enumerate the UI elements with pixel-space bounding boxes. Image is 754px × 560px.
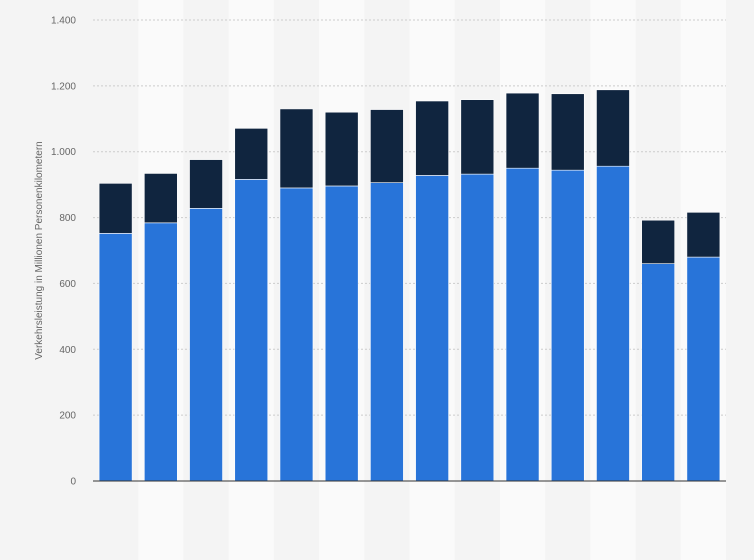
bar-segment-lower[interactable] [415, 175, 449, 482]
y-tick-label: 1.400 [51, 16, 76, 27]
bar-segment-upper[interactable] [641, 219, 675, 264]
bar-segment-lower[interactable] [460, 173, 495, 482]
bar-segment-upper[interactable] [415, 100, 449, 176]
bar-segment-lower[interactable] [641, 263, 675, 482]
y-tick-label: 600 [59, 279, 76, 290]
bar-segment-lower[interactable] [324, 185, 359, 482]
bar-segment-upper[interactable] [279, 108, 314, 189]
bar-segment-lower[interactable] [505, 167, 540, 482]
bar-segment-lower[interactable] [234, 179, 269, 482]
bar-segment-lower[interactable] [98, 233, 133, 482]
bar-segment-lower[interactable] [550, 169, 585, 482]
bar-segment-upper[interactable] [550, 93, 585, 171]
bar-segment-lower[interactable] [189, 208, 223, 482]
y-tick-label: 1.200 [51, 81, 76, 92]
y-axis-title: Verkehrsleistung in Millionen Personenki… [34, 141, 45, 359]
bar-segment-upper[interactable] [686, 212, 721, 258]
y-tick-label: 800 [59, 213, 76, 224]
y-axis-ticks: 0 200 400 600 800 1.000 1.200 1.400 [51, 16, 76, 488]
y-tick-label: 200 [59, 411, 76, 422]
y-tick-label: 0 [70, 477, 76, 488]
bar-segment-upper[interactable] [460, 99, 495, 175]
bar-segment-lower[interactable] [144, 222, 178, 482]
bar-segment-upper[interactable] [324, 111, 359, 187]
bar-segment-upper[interactable] [144, 173, 178, 224]
bar-segment-lower[interactable] [279, 187, 314, 482]
bar-segment-upper[interactable] [370, 109, 404, 183]
bar-segment-upper[interactable] [189, 159, 223, 209]
bar-segment-upper[interactable] [98, 183, 133, 234]
bar-segment-upper[interactable] [234, 128, 269, 180]
bar-segment-lower[interactable] [596, 165, 630, 482]
bar-segment-upper[interactable] [596, 89, 630, 167]
y-tick-label: 1.000 [51, 147, 76, 158]
bar-segment-lower[interactable] [370, 182, 404, 482]
bars [98, 89, 721, 482]
y-tick-label: 400 [59, 345, 76, 356]
bar-segment-lower[interactable] [686, 256, 721, 482]
bar-segment-upper[interactable] [505, 92, 540, 169]
